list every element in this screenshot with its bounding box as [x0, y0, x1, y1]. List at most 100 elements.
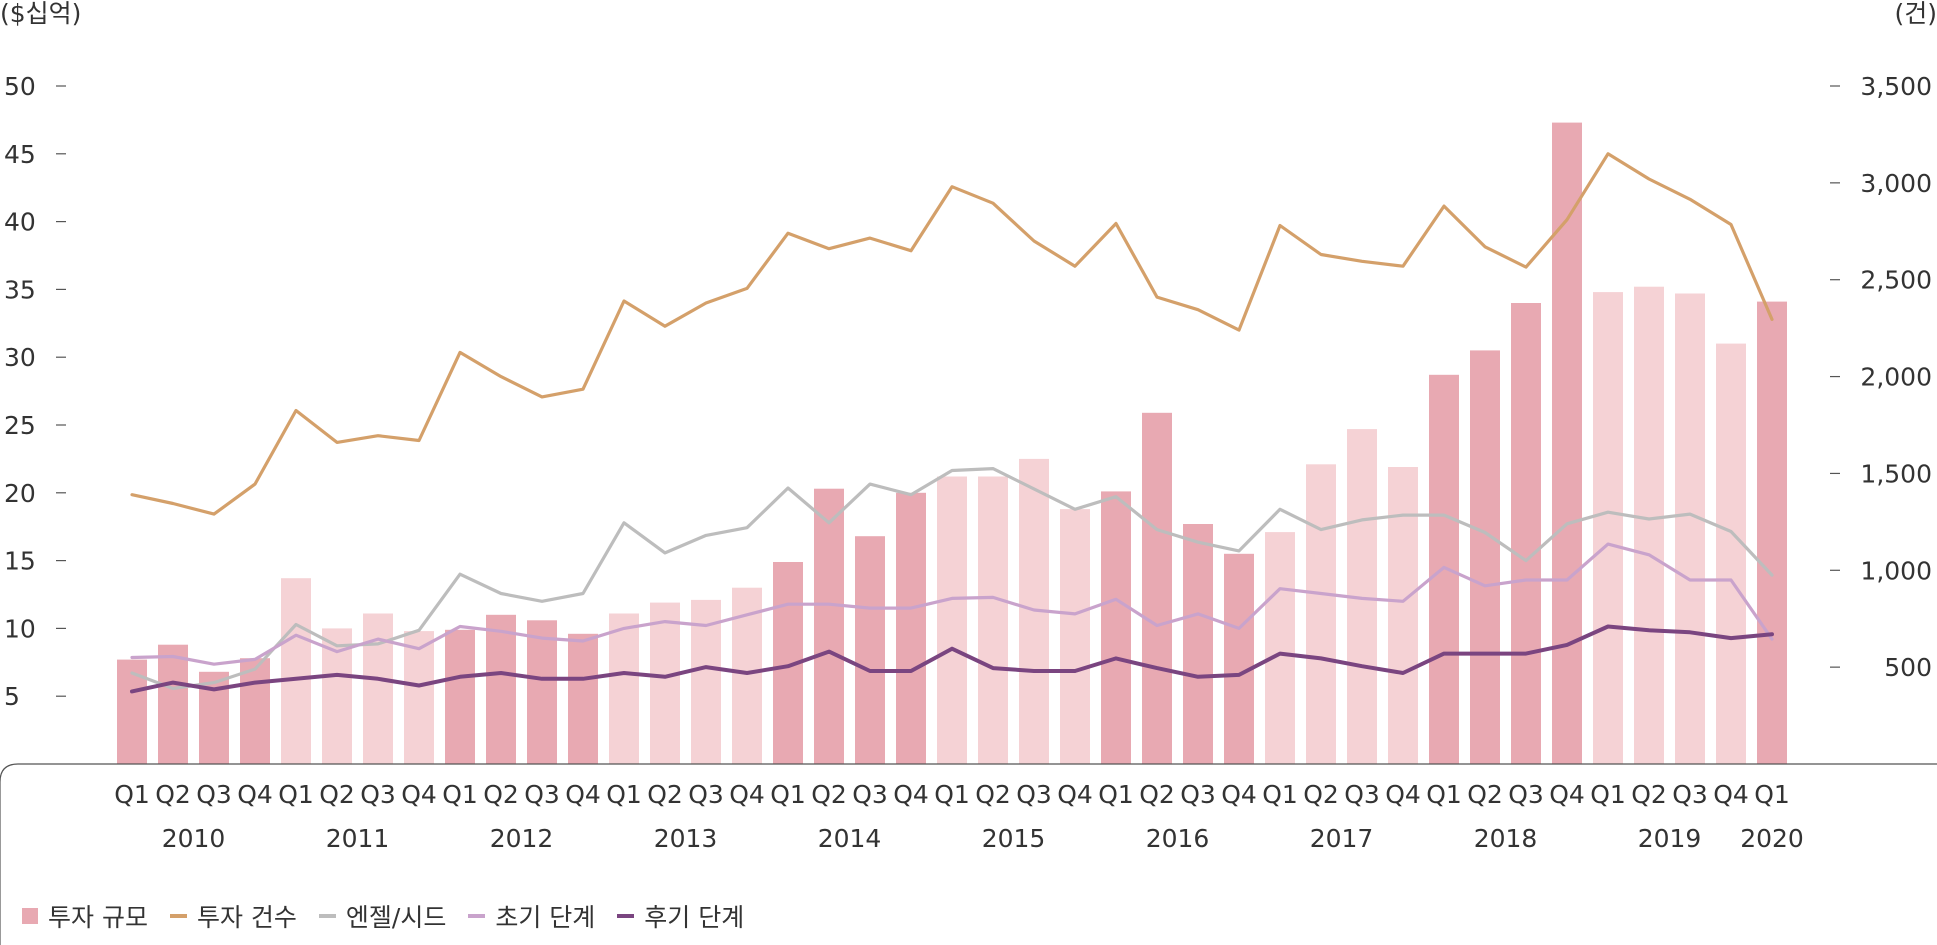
x-quarter-label-34: Q3: [1508, 780, 1544, 809]
bar-36: [1593, 292, 1623, 764]
legend-swatch-count: [169, 914, 187, 918]
legend-item-late-stage: 후기 단계: [617, 898, 744, 934]
x-quarter-label-17: Q2: [811, 780, 847, 809]
chart-legend: 투자 규모 투자 건수 엔젤/시드 초기 단계 후기 단계: [22, 898, 766, 934]
x-quarter-label-31: Q4: [1385, 780, 1421, 809]
right-tick-label-4: 2,500: [1860, 266, 1932, 295]
bar-17: [814, 488, 844, 764]
x-quarter-label-25: Q2: [1139, 780, 1175, 809]
legend-swatch-size: [22, 908, 38, 924]
bar-4: [281, 578, 311, 764]
line-early-stage: [130, 542, 1774, 666]
bar-8: [445, 629, 475, 764]
bar-6: [363, 613, 393, 764]
x-quarter-label-13: Q2: [647, 780, 683, 809]
bar-19: [896, 492, 926, 764]
x-year-label-2010: 2010: [162, 824, 226, 853]
right-axis-unit: (건): [1894, 0, 1937, 28]
bar-1: [158, 644, 188, 764]
x-quarter-label-15: Q4: [729, 780, 765, 809]
x-quarter-label-22: Q3: [1016, 780, 1052, 809]
bar-38: [1675, 293, 1705, 764]
bar-21: [978, 476, 1008, 764]
x-quarter-label-9: Q2: [483, 780, 519, 809]
x-axis: Q1 Q2 Q3 Q4 Q1 Q2 Q3 Q4 Q1 Q2 Q3 Q4 Q1 Q2 Q3 Q4 Q1 Q2 Q3 Q4…: [114, 780, 1804, 853]
x-quarter-label-39: Q4: [1713, 780, 1749, 809]
x-quarter-label-10: Q3: [524, 780, 560, 809]
x-quarter-label-33: Q2: [1467, 780, 1503, 809]
x-quarter-label-4: Q1: [278, 780, 314, 809]
x-quarter-label-0: Q1: [114, 780, 150, 809]
legend-label-angel-seed: 엔젤/시드: [345, 903, 447, 932]
right-tick-label-1: 1,000: [1860, 556, 1932, 585]
bar-40: [1757, 301, 1787, 764]
x-year-label-2012: 2012: [490, 824, 554, 853]
legend-label-count: 투자 건수: [196, 903, 297, 932]
x-quarter-label-16: Q1: [770, 780, 806, 809]
left-tick-label-1: 10: [4, 614, 36, 643]
x-quarter-label-11: Q4: [565, 780, 601, 809]
x-year-label-2014: 2014: [818, 824, 882, 853]
x-quarter-label-26: Q3: [1180, 780, 1216, 809]
bar-25: [1142, 412, 1172, 764]
bar-29: [1306, 464, 1336, 764]
bar-39: [1716, 343, 1746, 764]
bar-11: [568, 633, 598, 764]
left-axis-unit: ($십억): [0, 0, 81, 28]
x-quarter-label-6: Q3: [360, 780, 396, 809]
x-quarter-label-8: Q1: [442, 780, 478, 809]
x-quarter-label-32: Q1: [1426, 780, 1462, 809]
right-tick-label-2: 1,500: [1860, 459, 1932, 488]
legend-swatch-early-stage: [468, 914, 486, 918]
bar-31: [1388, 467, 1418, 764]
bar-34: [1511, 303, 1541, 764]
bar-14: [691, 599, 721, 764]
x-quarter-label-5: Q2: [319, 780, 355, 809]
left-tick-label-6: 35: [4, 275, 36, 304]
x-year-label-2016: 2016: [1146, 824, 1210, 853]
legend-item-angel-seed: 엔젤/시드: [318, 898, 447, 934]
line-angel-seed: [130, 467, 1774, 691]
line-count: [130, 152, 1774, 516]
legend-label-late-stage: 후기 단계: [644, 903, 745, 932]
x-quarter-label-14: Q3: [688, 780, 724, 809]
x-quarter-label-24: Q1: [1098, 780, 1134, 809]
x-quarter-label-19: Q4: [893, 780, 929, 809]
x-quarter-label-35: Q4: [1549, 780, 1585, 809]
bar-12: [609, 613, 639, 764]
bar-9: [486, 614, 516, 764]
x-axis-frame: [0, 763, 1937, 945]
left-tick-label-9: 50: [4, 72, 36, 101]
right-tick-label-5: 3,000: [1860, 169, 1932, 198]
bar-13: [650, 602, 680, 764]
x-year-label-2013: 2013: [654, 824, 718, 853]
x-quarter-label-38: Q3: [1672, 780, 1708, 809]
bar-23: [1060, 509, 1090, 764]
x-quarter-label-20: Q1: [934, 780, 970, 809]
x-quarter-label-29: Q2: [1303, 780, 1339, 809]
left-tick-label-7: 40: [4, 208, 36, 237]
right-tick-label-3: 2,000: [1860, 363, 1932, 392]
right-tick-label-0: 500: [1884, 653, 1932, 682]
x-quarter-label-30: Q3: [1344, 780, 1380, 809]
bars-group: [117, 122, 1787, 765]
legend-label-early-stage: 초기 단계: [495, 903, 596, 932]
legend-label-size: 투자 규모: [48, 903, 148, 932]
lines-group: [130, 152, 1774, 694]
bar-10: [527, 620, 557, 764]
bar-33: [1470, 350, 1500, 764]
left-axis: 5 10 15 20 25 30 35 40 45 50: [4, 72, 66, 711]
x-quarter-label-36: Q1: [1590, 780, 1626, 809]
bar-28: [1265, 532, 1295, 764]
x-year-label-2019: 2019: [1638, 824, 1702, 853]
x-year-label-2017: 2017: [1310, 824, 1374, 853]
x-quarter-label-21: Q2: [975, 780, 1011, 809]
x-year-label-2020: 2020: [1740, 824, 1804, 853]
x-quarter-label-23: Q4: [1057, 780, 1093, 809]
x-quarter-label-1: Q2: [155, 780, 191, 809]
legend-item-early-stage: 초기 단계: [468, 898, 595, 934]
x-quarter-label-3: Q4: [237, 780, 273, 809]
bar-3: [240, 658, 270, 764]
x-year-label-2011: 2011: [326, 824, 390, 853]
